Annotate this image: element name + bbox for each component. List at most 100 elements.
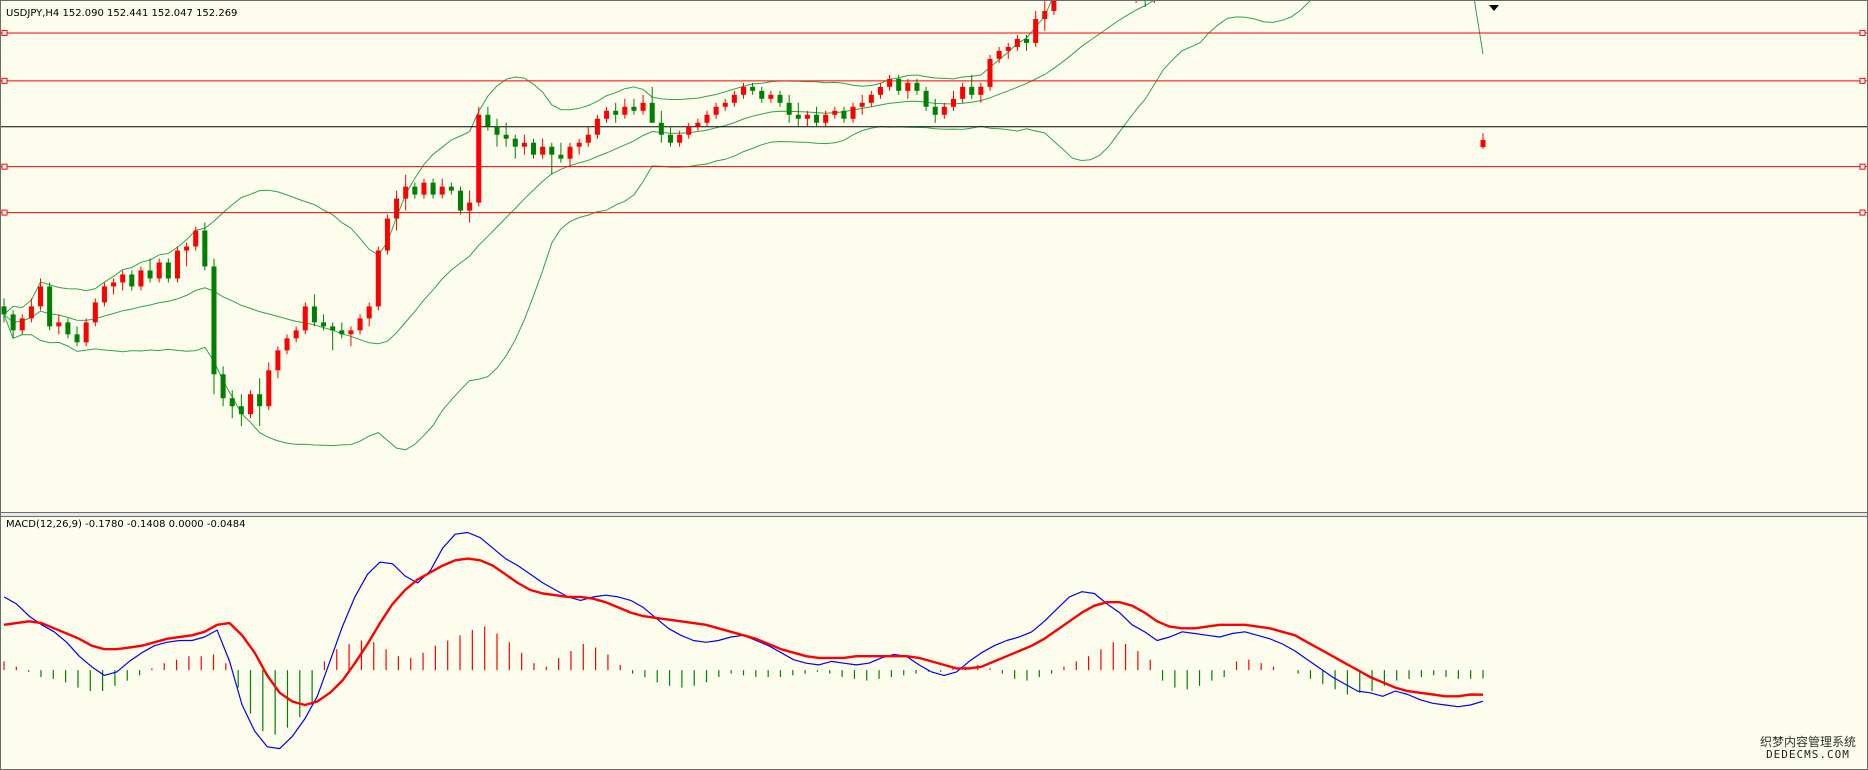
candle-body [996,50,1002,59]
candle-body [83,322,89,343]
candle-body [339,330,345,335]
price-chart[interactable] [1,1,1867,512]
candle-body [896,78,902,91]
candle-body [10,314,16,331]
candle-body [777,94,783,103]
pane-divider[interactable] [1,512,1867,517]
candle-body [540,146,546,155]
symbol-ohlc-label: USDJPY,H4 152.090 152.441 152.047 152.26… [6,8,238,19]
candle-body [394,198,400,219]
candle-body [28,306,34,319]
candle-body [841,110,847,119]
candle-body [293,330,299,339]
candle-body [604,110,610,119]
level-handle-left [1,163,8,170]
candle-body [677,134,683,143]
candle-body [302,306,308,331]
candle-body [384,218,390,251]
candle-body [1005,46,1011,51]
candle-body [722,102,728,107]
candle-body [284,338,290,351]
candle-body [74,334,80,343]
watermark: 织梦内容管理系统 DEDECMS.COM [1756,733,1859,764]
candle-body [832,110,838,115]
macd-signal-line [3,557,1484,707]
chart-shift-marker-icon[interactable] [1489,5,1499,11]
candle-body [941,106,947,115]
candle-body [467,202,473,211]
candle-body [321,322,327,327]
candle-body [138,270,144,287]
candle-body [448,186,454,191]
candle-body [521,142,527,147]
candle-body [576,142,582,147]
candle-body [512,138,518,147]
candle-body [695,122,701,127]
candle-body [1051,1,1057,11]
macd-main-line [3,531,1484,750]
candle-body [740,86,747,95]
candle-body [56,322,62,327]
macd-indicator-label: MACD(12,26,9) -0.1780 -0.1408 0.0000 -0.… [6,519,246,530]
candle-body [156,262,162,279]
candle-body [713,106,719,115]
candle-body [1042,10,1048,19]
candle-body [165,262,171,279]
candle-body [585,134,591,143]
candle-body [658,122,664,135]
candle-body [1033,18,1039,43]
candle-body [19,318,25,331]
candle-body [111,282,117,287]
candle-body [275,350,281,371]
candle-body [494,126,500,135]
candle-body [686,126,692,135]
candle-body [887,78,893,87]
candle-body [649,102,655,123]
candle-body [457,190,463,211]
candle-body [38,286,44,307]
candle-body [247,394,254,415]
candle-body [859,102,865,107]
candle-body [485,114,491,127]
bb-upper-line [3,1,1052,315]
candle-body [786,102,792,115]
level-handle-right [1859,77,1866,84]
candle-body [403,186,409,199]
bb-middle-line [3,1,1154,345]
macd-chart[interactable] [1,516,1867,769]
bb-lower-line [3,1,1484,451]
candle-body [750,86,756,91]
candle-body [311,306,317,323]
candle-body [330,326,336,331]
candle-body [631,106,637,111]
candle-body [795,114,801,119]
level-handle-left [1,209,8,216]
candle-body [421,182,427,195]
watermark-line-2: DEDECMS.COM [1766,748,1850,762]
level-handle-left [1,77,8,84]
candle-body [731,94,737,103]
candle-body [147,270,153,279]
candle-body [65,322,71,335]
candle-body [768,94,774,99]
candle-body [531,142,537,155]
candle-body [47,286,53,327]
candle-body [667,134,673,143]
candle-body [704,114,710,123]
candle-body [613,110,619,115]
candle-body [987,58,993,87]
candle-body [804,114,810,119]
candle-body [266,370,272,407]
candle-body [1480,139,1486,148]
candle-body [868,94,874,103]
candle-body [905,82,911,91]
candle-body [1014,38,1020,47]
candle-body [439,186,445,195]
candle-body [923,90,929,107]
candle-body [960,86,966,99]
candle-body [357,318,363,331]
candle-body [549,146,555,155]
candle-body [220,374,226,399]
candle-body [229,398,235,407]
